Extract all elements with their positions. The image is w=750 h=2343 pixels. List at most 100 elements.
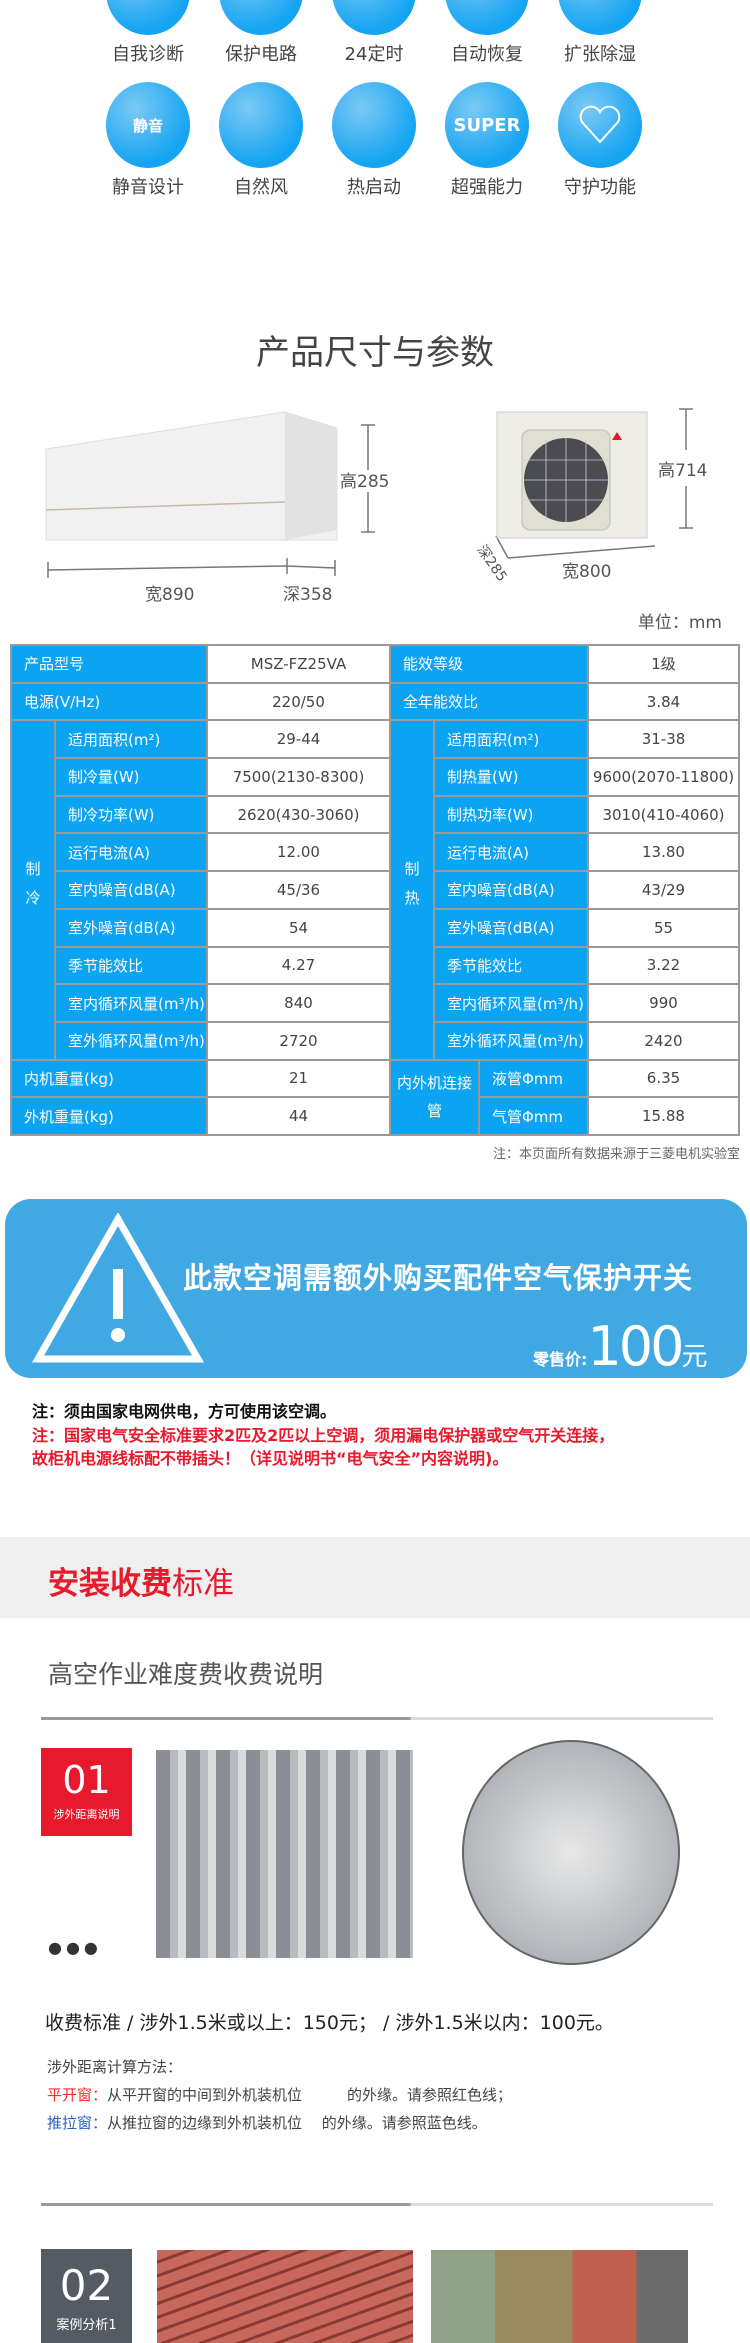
price-value: 100 [587, 1315, 684, 1378]
spec-cell: 21 [206, 1058, 391, 1099]
spec-cell: 气管Φmm [478, 1096, 589, 1136]
spec-cell: 220/50 [206, 681, 391, 722]
spec-cell: 室内噪音(dB(A) [433, 870, 589, 910]
table-row: 室外循环风量(m³/h) 2720 室外循环风量(m³/h) 2420 [11, 1020, 740, 1061]
spec-cell: 全年能效比 [389, 681, 589, 722]
spec-cell: 适用面积(m²) [54, 719, 208, 760]
spec-cell: 制冷功率(W) [54, 794, 208, 835]
spec-cell: 44 [206, 1096, 391, 1136]
air-switch-banner: 此款空调需额外购买配件空气保护开关 零售价: 100 元 [5, 1199, 747, 1378]
spec-cell: 3010(410-4060) [587, 794, 740, 835]
spec-cell: 季节能效比 [433, 945, 589, 986]
dehumidify-icon [558, 0, 642, 35]
spec-cell: 季节能效比 [54, 945, 208, 986]
spec-cell: 3.84 [587, 681, 740, 722]
feature-label: 扩张除湿 [564, 44, 636, 65]
feature-label: 自我诊断 [112, 44, 184, 65]
spec-cell: 能效等级 [389, 644, 589, 684]
spec-cell: 制热功率(W) [433, 794, 589, 835]
indoor-width: 宽890 [145, 585, 195, 605]
feature-label: 自动恢复 [451, 44, 523, 65]
spec-cell: 9600(2070-11800) [587, 757, 740, 797]
price: 零售价: 100 元 [533, 1315, 708, 1378]
outdoor-unit-image [496, 411, 648, 539]
banner-text: 此款空调需额外购买配件空气保护开关 [183, 1261, 694, 1295]
spec-cell: 室内循环风量(m³/h) [54, 983, 208, 1023]
timer-icon [332, 0, 416, 35]
spec-cell: 室内噪音(dB(A) [54, 870, 208, 910]
installer-photo [431, 2250, 688, 2343]
divider [41, 1717, 713, 1720]
spec-cell: 29-44 [206, 719, 391, 760]
spec-cell: 54 [206, 907, 391, 948]
building-photo [156, 1750, 413, 1958]
spec-cell: 31-38 [587, 719, 740, 760]
spec-cell: 7500(2130-8300) [206, 757, 391, 797]
spec-cell: 3.22 [587, 945, 740, 986]
spec-cell: MSZ-FZ25VA [206, 644, 391, 684]
feature-label: 热启动 [347, 177, 401, 198]
table-row: 电源(V/Hz) 220/50 全年能效比 3.84 [10, 681, 740, 722]
table-row: 内机重量(kg) 21 内外机连接管 液管Φmm 6.35 [10, 1058, 740, 1136]
case-badge-02: 02 案例分析1 [41, 2249, 132, 2343]
protection-circuit-icon [219, 0, 303, 35]
warning-icon [32, 1213, 204, 1363]
spec-cell: 内机重量(kg) [10, 1058, 208, 1099]
feature-label: 静音设计 [112, 177, 184, 198]
outdoor-height: 高714 [658, 461, 708, 481]
section-title: 产品尺寸与参数 [256, 333, 494, 373]
feature-label: 自然风 [234, 177, 288, 198]
pipe-label: 内外机连接管 [389, 1058, 480, 1136]
spec-cell: 室外噪音(dB(A) [54, 907, 208, 948]
spec-cell: 990 [587, 983, 740, 1023]
spec-cell: 2420 [587, 1020, 740, 1061]
fee-standard: 收费标准 / 涉外1.5米或以上：150元； / 涉外1.5米以内：100元。 [45, 2012, 614, 2034]
spec-cell: 55 [587, 907, 740, 948]
cooling-side-label: 制冷 [10, 719, 56, 1061]
divider [41, 2203, 713, 2206]
super-icon: SUPER [445, 82, 529, 168]
product-drawings [45, 408, 693, 578]
data-source-note: 注：本页面所有数据来源于三菱电机实验室 [492, 1147, 740, 1162]
table-row: 室内循环风量(m³/h) 840 室内循环风量(m³/h) 990 [11, 983, 740, 1023]
spec-table: 产品型号 MSZ-FZ25VA 能效等级 1级 电源(V/Hz) 220/50 全年能效比 3… [10, 644, 740, 1136]
table-row: 产品型号 MSZ-FZ25VA 能效等级 1级 [10, 644, 740, 684]
indoor-depth: 深358 [283, 585, 333, 605]
feature-label: 24定时 [344, 44, 404, 65]
spec-cell: 运行电流(A) [433, 832, 589, 873]
heating-side-label: 制热 [389, 719, 435, 1061]
spec-cell: 室外噪音(dB(A) [433, 907, 589, 948]
table-row: 制冷功率(W) 2620(430-3060) 制热功率(W) 3010(410-406… [11, 794, 740, 835]
self-diagnosis-icon [106, 0, 190, 35]
outdoor-width: 宽800 [562, 562, 612, 582]
spec-cell: 12.00 [206, 832, 391, 873]
table-row: 制冷量(W) 7500(2130-8300) 制热量(W) 9600(2070-118… [11, 757, 740, 797]
install-subtitle: 高空作业难度费收费说明 [48, 1660, 324, 1689]
spec-cell: 2720 [206, 1020, 391, 1061]
note-grid: 注：须由国家电网供电，方可使用该空调。 [32, 1402, 337, 1421]
quiet-icon: 静音 [106, 82, 190, 168]
distance-method: 涉外距离计算方法： 平开窗：从平开窗的中间到外机装机位 的外缘。请参照红色线； … [47, 2058, 513, 2132]
table-row: 室外噪音(dB(A) 54 室外噪音(dB(A) 55 [11, 907, 740, 948]
note-safety-2: 故柜机电源线标配不带插头！（详见说明书“电气安全”内容说明)。 [32, 1449, 509, 1468]
spec-cell: 840 [206, 983, 391, 1023]
spec-cell: 室内循环风量(m³/h) [433, 983, 589, 1023]
spec-cell: 6.35 [587, 1058, 740, 1099]
more-dots-icon: ●●● [48, 1938, 102, 1957]
price-label: 零售价: [533, 1350, 588, 1369]
louver-photo [157, 2250, 413, 2343]
spec-cell: 液管Φmm [478, 1058, 589, 1099]
install-header: 安装收费标准 [0, 1537, 750, 1618]
spec-cell: 适用面积(m²) [433, 719, 589, 760]
table-row: 室内噪音(dB(A) 45/36 室内噪音(dB(A) 43/29 [11, 870, 740, 910]
install-heading: 安装收费标准 [48, 1566, 234, 1602]
case-badge-01: 01 涉外距离说明 [41, 1748, 132, 1836]
power-notes: 注：须由国家电网供电，方可使用该空调。 注：国家电气安全标准要求2匹及2匹以上空… [32, 1400, 614, 1471]
indoor-height: 高285 [340, 472, 390, 492]
indoor-unit-image [45, 411, 338, 541]
spec-cell: 制冷量(W) [54, 757, 208, 797]
feature-label: 保护电路 [225, 44, 297, 65]
spec-cell: 13.80 [587, 832, 740, 873]
spec-cell: 15.88 [587, 1096, 740, 1136]
spec-cell: 外机重量(kg) [10, 1096, 208, 1136]
